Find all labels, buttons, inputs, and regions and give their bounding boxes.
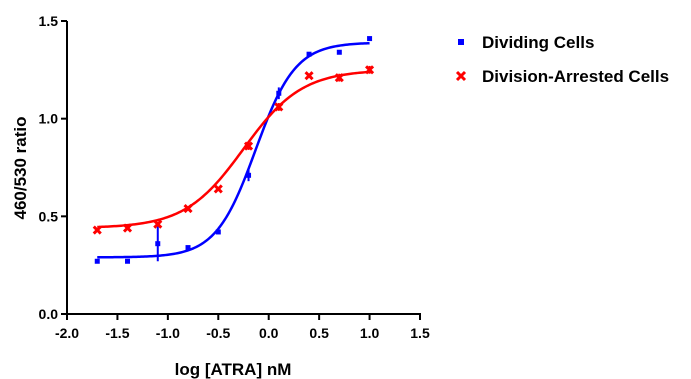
data-points — [92, 36, 375, 264]
data-point-dividing — [246, 172, 252, 178]
data-point-dividing — [185, 245, 191, 251]
x-tick-label: -1.0 — [156, 325, 180, 341]
legend-marker-dividing — [458, 39, 464, 45]
data-point-arrested — [304, 71, 314, 81]
data-point-arrested — [274, 102, 284, 112]
y-tick-label: 1.0 — [39, 111, 59, 127]
fit-curve-series-1 — [97, 41, 370, 259]
data-point-dividing — [155, 241, 161, 247]
x-tick-label: -2.0 — [55, 325, 79, 341]
data-point-arrested — [153, 219, 163, 229]
data-point-dividing — [306, 51, 312, 57]
data-point-arrested — [183, 203, 193, 214]
legend-marker-arrested — [455, 70, 467, 82]
data-point-arrested — [243, 141, 254, 151]
x-tick-label: 0.0 — [259, 325, 279, 341]
data-point-arrested — [122, 223, 133, 233]
x-tick-label: -0.5 — [206, 325, 230, 341]
y-tick-label: 0.0 — [39, 306, 59, 322]
legend-label: Dividing Cells — [482, 33, 594, 52]
legend: Dividing Cells Division-Arrested Cells — [455, 33, 669, 86]
data-point-arrested — [365, 65, 375, 75]
x-tick-label: -1.5 — [105, 325, 129, 341]
data-point-arrested — [213, 184, 223, 194]
data-point-arrested — [92, 225, 102, 235]
y-tick-label: 0.5 — [39, 208, 59, 224]
x-tick-label: 0.5 — [309, 325, 329, 341]
fit-curve-series-2 — [97, 70, 370, 229]
x-tick-label: 1.0 — [360, 325, 380, 341]
axes: -2.0 -1.5 -1.0 -0.5 0.0 0.5 1.0 1.5 0.0 0.5 1.0 1.5 — [39, 13, 430, 341]
x-tick-label: 1.5 — [410, 325, 430, 341]
fit-curves — [97, 41, 370, 259]
y-tick-label: 1.5 — [39, 13, 59, 29]
data-point-dividing — [336, 49, 342, 55]
data-point-dividing — [367, 36, 373, 42]
legend-label: Division-Arrested Cells — [482, 67, 669, 86]
data-point-arrested — [334, 73, 344, 83]
x-axis-label: log [ATRA] nM — [175, 360, 292, 379]
data-point-dividing — [94, 258, 100, 264]
y-axis-label: 460/530 ratio — [11, 116, 30, 219]
data-point-dividing — [125, 258, 131, 264]
data-point-dividing — [215, 229, 221, 235]
data-point-dividing — [276, 90, 282, 96]
